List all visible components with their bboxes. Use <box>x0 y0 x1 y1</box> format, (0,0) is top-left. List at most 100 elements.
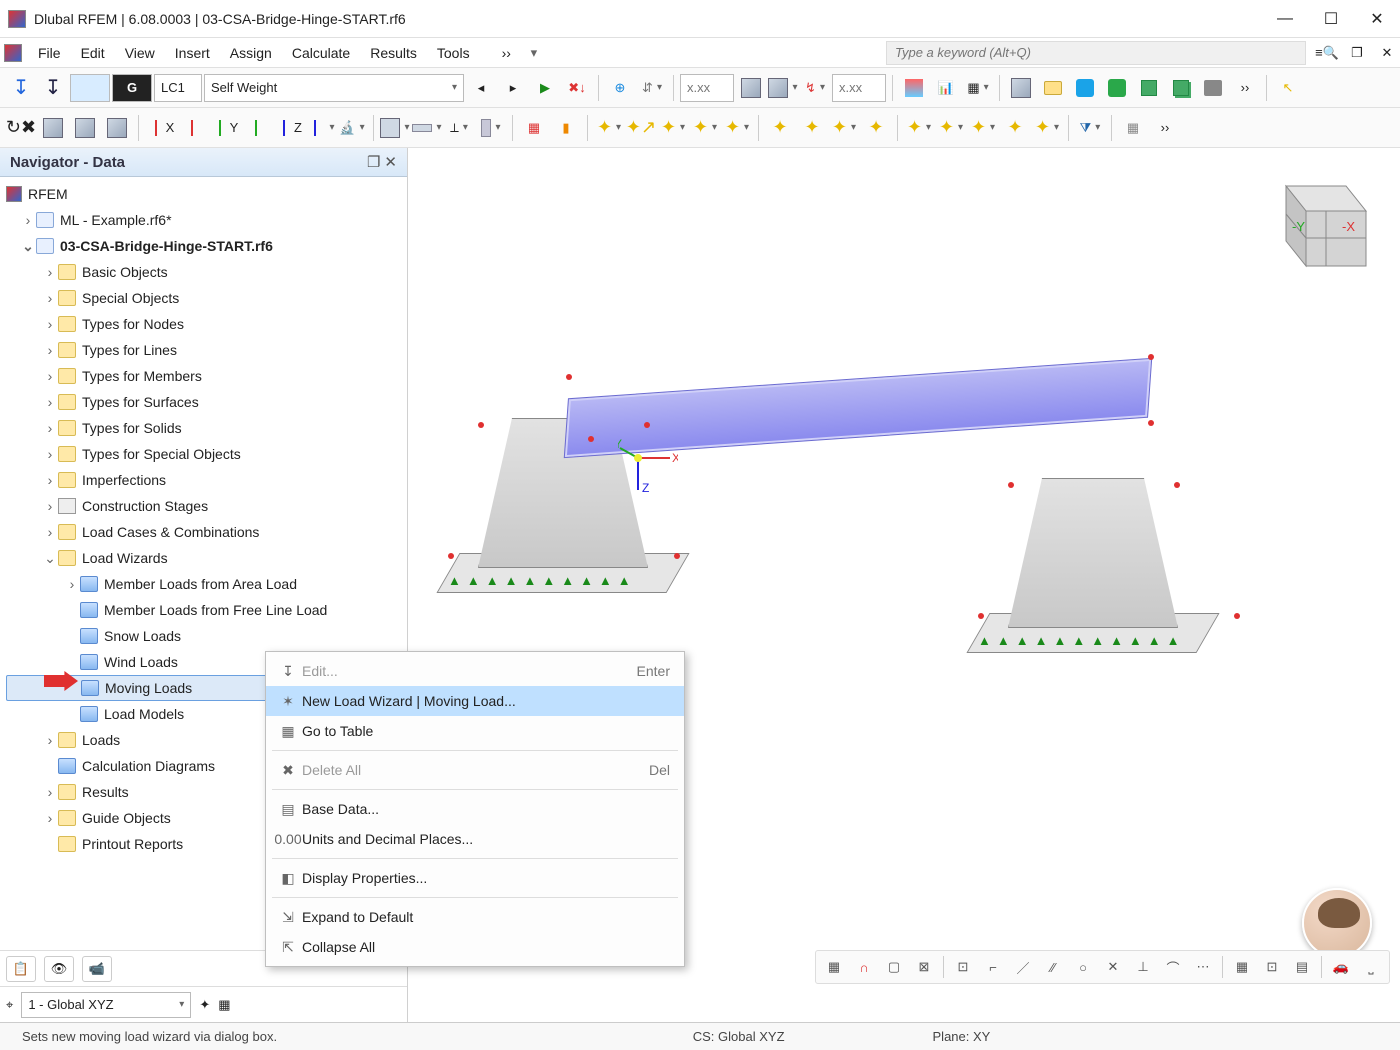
vt-grid-icon[interactable]: ▦ <box>820 953 848 981</box>
vt-circle-icon[interactable]: ○ <box>1069 953 1097 981</box>
tb-globe-icon[interactable]: ⊕ <box>605 73 635 103</box>
tb-cube3-icon[interactable] <box>1006 73 1036 103</box>
coord-system-select[interactable]: 1 - Global XYZ ▾ <box>21 992 191 1018</box>
assistant-avatar[interactable] <box>1302 888 1372 958</box>
tb-star5-icon[interactable]: ✦▾ <box>722 113 752 143</box>
tb-blank-combo[interactable] <box>70 74 110 102</box>
tb-funnel-icon[interactable]: ⧩▾ <box>1075 113 1105 143</box>
vt-car-icon[interactable]: 🚗 <box>1327 953 1355 981</box>
keyword-search-input[interactable] <box>886 41 1306 65</box>
nav-cs2-icon[interactable]: ▦ <box>218 997 230 1013</box>
tree-item[interactable]: ›Basic Objects <box>6 259 403 285</box>
tb-plane-icon[interactable]: ▾ <box>412 113 442 143</box>
tb-arrow-down-blue-icon[interactable]: ↧ <box>6 73 36 103</box>
tb-play-icon[interactable]: ▶ <box>530 73 560 103</box>
menu-dropdown-icon[interactable]: ▾ <box>521 40 547 66</box>
tb-star6-icon[interactable]: ✦ <box>765 113 795 143</box>
tb-grid-orange-icon[interactable]: ▮ <box>551 113 581 143</box>
tb-lc-name-combo[interactable]: Self Weight ▾ <box>204 74 464 102</box>
menu-file[interactable]: File <box>28 41 71 65</box>
tree-item[interactable]: ›Types for Special Objects <box>6 441 403 467</box>
vt-dots-icon[interactable]: ⋯ <box>1189 953 1217 981</box>
tb-prev-icon[interactable]: ◂ <box>466 73 496 103</box>
tree-root[interactable]: RFEM <box>6 181 403 207</box>
tb-star12-icon[interactable]: ✦▾ <box>968 113 998 143</box>
tb-cubeC-icon[interactable] <box>102 113 132 143</box>
nav-origin-icon[interactable]: ⌖ <box>6 997 13 1013</box>
tree-item[interactable]: ›Types for Surfaces <box>6 389 403 415</box>
tb-nx-axis-icon[interactable] <box>177 113 207 143</box>
search-settings-icon[interactable]: ≡🔍 <box>1314 40 1340 66</box>
tb-x-axis-icon[interactable]: X <box>145 113 175 143</box>
orientation-cube[interactable]: -Y -X <box>1256 166 1376 286</box>
tb-section-icon[interactable]: ▾ <box>476 113 506 143</box>
tb-chart-icon[interactable]: 📊 <box>931 73 961 103</box>
tb-ny-axis-icon[interactable] <box>241 113 271 143</box>
close-doc-icon[interactable]: ✕ <box>1374 40 1400 66</box>
context-menu-item[interactable]: 0.00Units and Decimal Places... <box>266 824 684 854</box>
maximize-button[interactable]: ☐ <box>1308 0 1354 38</box>
tb-more1-icon[interactable]: ›› <box>1230 73 1260 103</box>
tb-more2-icon[interactable]: ›› <box>1150 113 1180 143</box>
vt-cross-icon[interactable]: ✕ <box>1099 953 1127 981</box>
close-button[interactable]: ✕ <box>1354 0 1400 38</box>
tree-item[interactable]: ›Special Objects <box>6 285 403 311</box>
nav-tab-data-icon[interactable]: 📋 <box>6 956 36 982</box>
nav-tab-camera-icon[interactable]: 📹 <box>82 956 112 982</box>
tb-saveall-icon[interactable] <box>1166 73 1196 103</box>
menu-assign[interactable]: Assign <box>220 41 282 65</box>
tb-y-axis-icon[interactable]: Y <box>209 113 239 143</box>
tb-dim-icon[interactable]: ⇵▾ <box>637 73 667 103</box>
context-menu-item[interactable]: ▤Base Data... <box>266 794 684 824</box>
menu-results[interactable]: Results <box>360 41 427 65</box>
tb-z-axis-icon[interactable]: Z <box>273 113 303 143</box>
tb-star10-icon[interactable]: ✦▾ <box>904 113 934 143</box>
tb-star11-icon[interactable]: ✦▾ <box>936 113 966 143</box>
tb-refresh-icon[interactable]: ↻✖ <box>6 113 36 143</box>
tree-item[interactable]: ›Imperfections <box>6 467 403 493</box>
context-menu-item[interactable]: ▦Go to Table <box>266 716 684 746</box>
tree-item[interactable]: Member Loads from Free Line Load <box>6 597 403 623</box>
tb-box2-icon[interactable]: ▾ <box>768 73 798 103</box>
menu-tools[interactable]: Tools <box>427 41 480 65</box>
tb-measure-icon[interactable]: ⟂▾ <box>444 113 474 143</box>
context-menu-item[interactable]: ⇱Collapse All <box>266 932 684 962</box>
minimize-button[interactable]: ― <box>1262 0 1308 38</box>
vt-rectx-icon[interactable]: ⊠ <box>910 953 938 981</box>
tb-star3-icon[interactable]: ✦▾ <box>658 113 688 143</box>
vt-gridC-icon[interactable]: ▤ <box>1288 953 1316 981</box>
tb-save-icon[interactable] <box>1134 73 1164 103</box>
tree-item[interactable]: Snow Loads <box>6 623 403 649</box>
tb-star13-icon[interactable]: ✦ <box>1000 113 1030 143</box>
tb-microscope-icon[interactable]: 🔬▾ <box>337 113 367 143</box>
tree-item[interactable]: ›Types for Solids <box>6 415 403 441</box>
tb-open-folder-icon[interactable] <box>1038 73 1068 103</box>
tb-nz-axis-icon[interactable]: ▾ <box>305 113 335 143</box>
tb-star9-icon[interactable]: ✦ <box>861 113 891 143</box>
tb-box1-icon[interactable] <box>736 73 766 103</box>
vt-dline-icon[interactable]: ⁄⁄ <box>1039 953 1067 981</box>
tb-anim-icon[interactable]: ▦▾ <box>963 73 993 103</box>
tb-star7-icon[interactable]: ✦ <box>797 113 827 143</box>
vt-corner-icon[interactable]: ⌐ <box>979 953 1007 981</box>
tb-cubeB-icon[interactable] <box>70 113 100 143</box>
vt-box-icon[interactable]: ⊡ <box>949 953 977 981</box>
tb-cloud-icon[interactable] <box>1070 73 1100 103</box>
tree-item[interactable]: ›Types for Lines <box>6 337 403 363</box>
tb-grid-red-icon[interactable]: ▦ <box>519 113 549 143</box>
menu-insert[interactable]: Insert <box>165 41 220 65</box>
vt-line-icon[interactable]: ／ <box>1009 953 1037 981</box>
menu-more[interactable]: ›› <box>492 41 521 65</box>
vt-snap-icon[interactable]: ∩ <box>850 953 878 981</box>
tb-star1-icon[interactable]: ✦▾ <box>594 113 624 143</box>
tb-palette-icon[interactable] <box>899 73 929 103</box>
vt-tan-icon[interactable]: ⌒ <box>1159 953 1187 981</box>
vt-end-icon[interactable]: ⎵ <box>1357 953 1385 981</box>
tb-arrow-down-dark-icon[interactable]: ↧ <box>38 73 68 103</box>
tree-item[interactable]: ›Member Loads from Area Load <box>6 571 403 597</box>
tb-star2-icon[interactable]: ✦↗ <box>626 113 656 143</box>
tb-cursor-icon[interactable]: ↖ <box>1273 73 1303 103</box>
context-menu-item[interactable]: ⇲Expand to Default <box>266 902 684 932</box>
menu-view[interactable]: View <box>115 41 165 65</box>
tb-star14-icon[interactable]: ✦▾ <box>1032 113 1062 143</box>
